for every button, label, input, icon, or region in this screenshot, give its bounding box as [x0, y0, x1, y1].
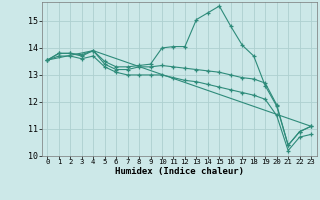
X-axis label: Humidex (Indice chaleur): Humidex (Indice chaleur)	[115, 167, 244, 176]
